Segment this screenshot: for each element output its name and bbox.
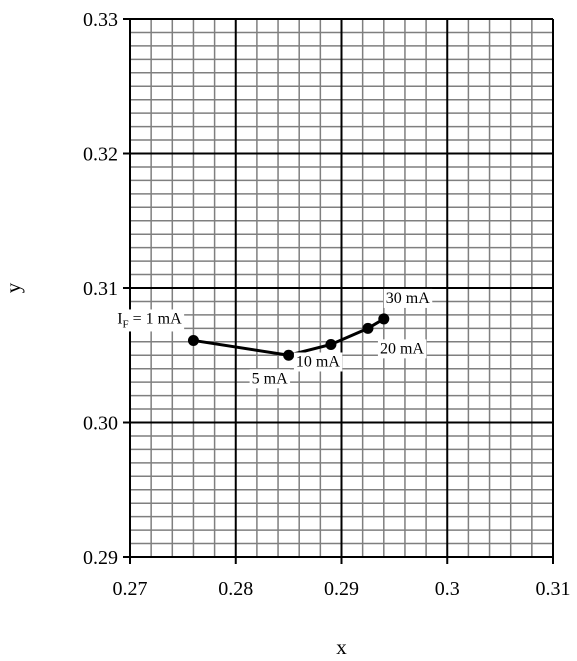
point-label: 30 mA: [384, 289, 432, 308]
x-tick-label: 0.27: [113, 578, 148, 600]
point-label-text: 20 mA: [380, 340, 424, 357]
y-tick-label: 0.30: [83, 413, 118, 435]
major-grid: [123, 19, 553, 564]
data-point: [283, 350, 294, 361]
point-label-main: = 1 mA: [133, 310, 182, 327]
data-point: [325, 339, 336, 350]
x-tick-labels: 0.27 0.28 0.29 0.3 0.31: [113, 578, 571, 600]
point-label-main: 30 mA: [386, 290, 430, 307]
point-label: 5 mA: [250, 369, 290, 388]
point-label-text: 30 mA: [386, 290, 430, 307]
y-axis-label: y: [1, 282, 25, 293]
y-tick-label: 0.31: [83, 278, 118, 300]
point-label-text: 10 mA: [296, 353, 340, 370]
x-tick-label: 0.3: [435, 578, 460, 600]
data-point: [378, 313, 389, 324]
point-label-main: 20 mA: [380, 340, 424, 357]
point-label-main: 10 mA: [296, 353, 340, 370]
x-tick-label: 0.31: [536, 578, 571, 600]
x-tick-label: 0.29: [324, 578, 359, 600]
x-tick-label: 0.28: [218, 578, 253, 600]
y-tick-label: 0.33: [83, 9, 118, 31]
data-point: [362, 323, 373, 334]
y-tick-label: 0.29: [83, 547, 118, 569]
y-tick-labels: 0.29 0.30 0.31 0.32 0.33: [83, 9, 118, 569]
point-label: 10 mA: [294, 352, 342, 371]
data-point: [188, 335, 199, 346]
point-label-subscript: F: [123, 318, 129, 330]
point-label-text: 5 mA: [252, 370, 288, 387]
series-group: [188, 313, 389, 360]
point-label-main: 5 mA: [252, 370, 288, 387]
y-tick-label: 0.32: [83, 144, 118, 166]
point-label: 20 mA: [378, 339, 426, 358]
point-label: IF = 1 mA: [115, 309, 184, 331]
x-axis-label: x: [336, 635, 347, 659]
